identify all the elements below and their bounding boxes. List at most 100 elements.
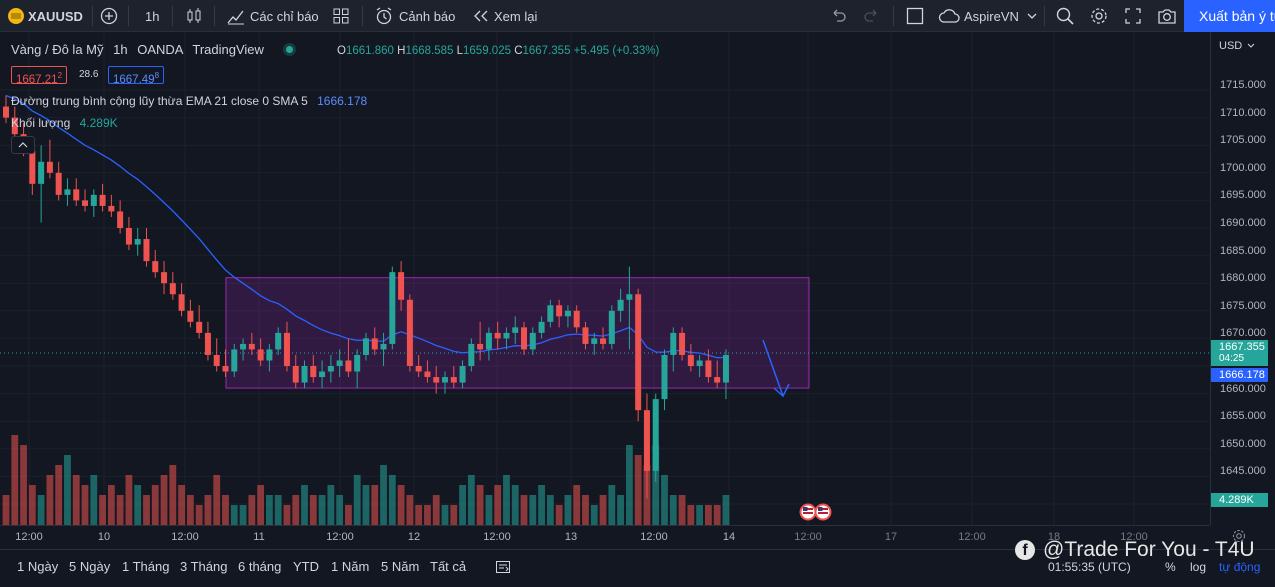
account-layout-button[interactable]: AspireVN — [938, 0, 1037, 32]
fullscreen-square-icon[interactable] — [906, 0, 924, 32]
candle-body — [538, 321, 545, 333]
volume-bar — [546, 495, 554, 525]
candle-type-icon[interactable] — [186, 0, 202, 32]
volume-bar — [705, 505, 712, 525]
candle-body — [547, 305, 554, 322]
volume-bar — [538, 485, 545, 525]
volume-bar — [274, 495, 282, 525]
high-value: 1668.585 — [405, 45, 454, 57]
volume-bar — [476, 485, 484, 525]
countdown-label: 04:25 — [1211, 353, 1268, 366]
volume-bar — [2, 495, 10, 525]
alert-button[interactable]: Cảnh báo — [375, 0, 455, 32]
candle-body — [73, 189, 80, 201]
volume-bar — [195, 505, 203, 525]
price-tick-label: 1715.000 — [1220, 79, 1266, 91]
range-button[interactable]: 1 Năm — [331, 559, 370, 574]
symbol-label: XAUUSD — [28, 8, 83, 24]
templates-icon[interactable] — [333, 0, 349, 32]
candle-body — [450, 377, 457, 383]
camera-icon[interactable] — [1157, 0, 1177, 32]
volume-bar — [520, 495, 528, 525]
publish-idea-button[interactable]: Xuất bản ý tưởng — [1184, 0, 1275, 32]
candle-body — [512, 327, 519, 333]
range-button[interactable]: 5 Ngày — [69, 559, 111, 574]
price-tick-label: 1710.000 — [1220, 106, 1266, 119]
volume-indicator-legend[interactable]: Khối lượng 4.289K — [11, 116, 118, 130]
time-axis[interactable]: 12:00 10 12:00 11 12:00 12 12:00 13 12:00 14 12:00… — [0, 525, 1245, 549]
range-button[interactable]: YTD — [293, 559, 319, 574]
candle-body — [90, 194, 97, 206]
volume-bar — [459, 485, 466, 525]
change-value: +5.495 (+0.33%) — [573, 45, 660, 57]
replay-button[interactable]: Xem lại — [473, 0, 537, 32]
volume-bar — [143, 495, 150, 525]
candle-body — [117, 211, 124, 228]
symbol-search[interactable]: XAUUSD — [8, 0, 83, 32]
chart-pane[interactable] — [0, 32, 1210, 525]
candle-body — [11, 117, 18, 135]
range-button[interactable]: 1 Ngày — [17, 559, 59, 574]
log-toggle[interactable]: log — [1190, 560, 1207, 574]
search-icon[interactable] — [1056, 0, 1074, 32]
price-axis[interactable]: USD 1715.000 1710.000 1705.000 1700.000 1695… — [1210, 32, 1275, 525]
volume-bar — [309, 495, 317, 525]
undo-icon[interactable] — [830, 0, 846, 32]
auto-scale-toggle[interactable]: tự động — [1219, 560, 1261, 574]
volume-bar — [301, 485, 308, 525]
range-button[interactable]: Tất cả — [430, 559, 467, 574]
candle-body — [503, 332, 510, 339]
time-tick-label: 12:00 — [958, 531, 986, 543]
volume-bar — [652, 445, 660, 525]
indicators-button[interactable]: Các chỉ báo — [227, 0, 319, 32]
candle-body — [521, 327, 528, 350]
open-value: 1661.860 — [345, 45, 394, 57]
volume-bar — [564, 495, 572, 525]
ema-indicator-legend[interactable]: Đường trung bình cộng lũy thừa EMA 21 cl… — [11, 94, 367, 108]
ema-price-label: 1666.178 — [1211, 368, 1268, 382]
volume-bar — [125, 475, 133, 525]
interval-button[interactable]: 1h — [145, 8, 160, 24]
date-range-icon[interactable] — [495, 559, 511, 580]
sell-price-box[interactable]: 1667.212 — [11, 66, 68, 86]
candle-body — [591, 338, 598, 344]
price-tick-label: 1675.000 — [1220, 299, 1266, 312]
candle-body — [266, 349, 273, 361]
time-tick-label: 12 — [407, 531, 421, 543]
time-tick-label: 17 — [884, 531, 898, 543]
redo-icon[interactable] — [864, 0, 880, 32]
candle-body — [46, 161, 53, 173]
compare-add-icon[interactable] — [100, 0, 118, 32]
chevron-up-icon — [18, 142, 28, 148]
candle-body — [301, 366, 308, 383]
axis-settings-gear-icon[interactable] — [1232, 529, 1246, 548]
candle-body — [108, 205, 115, 212]
candle-body — [240, 343, 247, 350]
us-event-flag-icon — [803, 512, 813, 514]
candle-body — [327, 366, 334, 372]
volume-bar — [213, 475, 221, 525]
volume-bar — [380, 465, 387, 525]
price-tick-label: 1705.000 — [1220, 134, 1266, 147]
utc-clock[interactable]: 01:55:35 (UTC) — [1048, 560, 1131, 574]
gear-icon[interactable] — [1090, 0, 1108, 32]
volume-bar — [503, 475, 510, 525]
buy-price-box[interactable]: 1667.498 — [108, 66, 165, 86]
price-chart[interactable] — [0, 32, 1210, 525]
range-button[interactable]: 6 tháng — [238, 559, 282, 574]
candle-body — [582, 327, 589, 344]
candle-body — [82, 200, 89, 206]
volume-bar — [99, 495, 106, 525]
watermark: f @Trade For You - T4U — [1015, 538, 1255, 562]
percent-toggle[interactable]: % — [1165, 560, 1176, 574]
legend-title: Vàng / Đô la Mỹ — [11, 42, 104, 57]
volume-bar — [634, 455, 642, 525]
range-button[interactable]: 1 Tháng — [122, 559, 170, 574]
range-button[interactable]: 3 Tháng — [180, 559, 228, 574]
range-button[interactable]: 5 Năm — [381, 559, 420, 574]
currency-selector[interactable]: USD — [1219, 40, 1255, 52]
facebook-icon: f — [1015, 540, 1035, 560]
collapse-legend-button[interactable] — [11, 136, 35, 154]
candle-body — [652, 399, 659, 471]
fullscreen-icon[interactable] — [1125, 0, 1141, 32]
